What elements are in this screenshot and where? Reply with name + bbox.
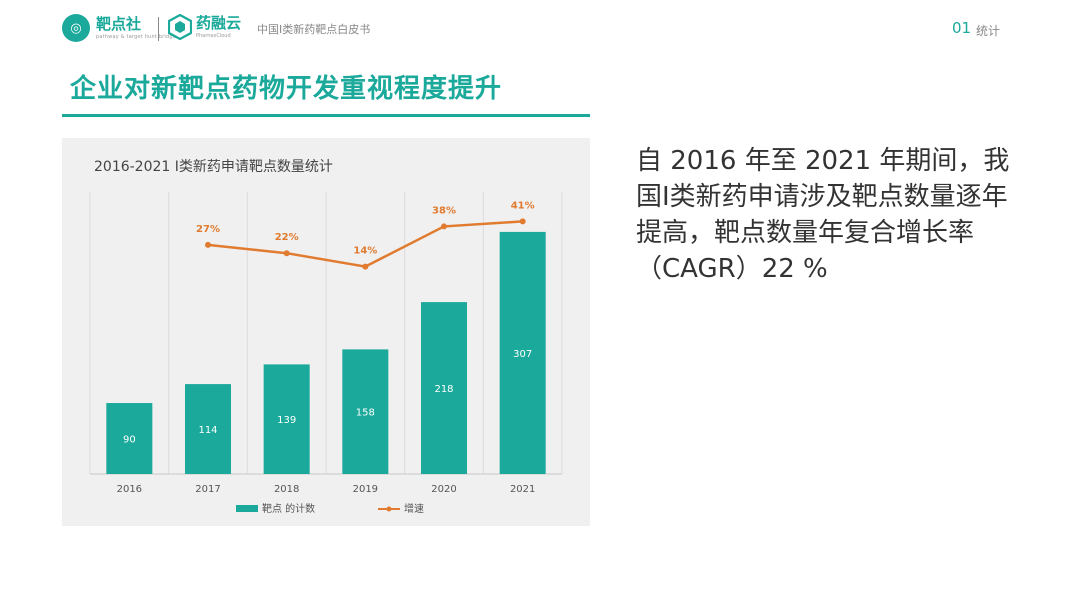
growth-rate-label: 14% [353, 246, 377, 257]
bar-2018 [263, 364, 310, 474]
hexagon-logo-icon [168, 14, 192, 40]
logo-subtitle: pathway & target hunt bridge [96, 33, 177, 40]
document-title: 中国Ⅰ类新药靶点白皮书 [257, 23, 371, 36]
x-tick-label: 2018 [274, 484, 299, 495]
growth-rate-line [207, 220, 523, 268]
combo-chart: 90 2016 114 2017 139 2018 158 2019 218 2020 307 202… [89, 192, 563, 515]
x-tick-label: 2019 [353, 484, 378, 495]
logo-pharnex[interactable]: 药融云 PharnexCloud [168, 14, 241, 40]
x-tick-label: 2021 [510, 484, 535, 495]
bar-2017 [185, 384, 231, 474]
growth-rate-point [362, 263, 369, 270]
bar-2021 [499, 231, 546, 474]
legend-label-bars: 靶点 的计数 [262, 502, 315, 515]
section-name: 统计 [976, 24, 1001, 38]
legend-swatch-bars [236, 505, 258, 512]
growth-rate-point [441, 223, 447, 230]
bar-value-label: 307 [513, 349, 532, 360]
growth-rate-label: 38% [432, 205, 456, 216]
x-tick-label: 2020 [431, 484, 456, 495]
chart-panel: 2016-2021 Ⅰ类新药申请靶点数量统计 90 2016 114 2017 139 2… [62, 138, 590, 526]
bar-value-label: 158 [356, 408, 375, 419]
growth-rate-point [283, 250, 290, 257]
growth-rate-label: 22% [275, 232, 299, 243]
x-tick-label: 2016 [117, 484, 142, 495]
bar-2020 [421, 302, 467, 474]
summary-text: 自 2016 年至 2021 年期间，我国Ⅰ类新药申请涉及靶点数量逐年提高，靶点… [636, 146, 1010, 284]
title-underline [62, 114, 590, 117]
bar-value-label: 218 [434, 384, 453, 395]
bar-value-label: 114 [198, 425, 217, 436]
growth-rate-label: 41% [511, 200, 535, 211]
logo-name: 药融云 [196, 13, 242, 32]
growth-rate-point [205, 241, 211, 248]
chart-title: 2016-2021 Ⅰ类新药申请靶点数量统计 [94, 159, 333, 175]
page-title: 企业对新靶点药物开发重视程度提升 [70, 74, 503, 104]
legend-label-line: 增速 [404, 502, 424, 515]
logo-name: 靶点社 [96, 14, 142, 33]
x-tick-label: 2017 [195, 484, 220, 495]
logo-subtitle: PharnexCloud [196, 32, 231, 39]
bar-value-label: 90 [123, 435, 136, 446]
legend-swatch-line-point [386, 506, 392, 512]
growth-rate-label: 27% [196, 224, 220, 235]
logo-divider [158, 17, 159, 41]
header-bar: ◎ 靶点社 pathway & target hunt bridge 药融云 P… [0, 0, 1080, 60]
bar-value-label: 139 [277, 415, 296, 426]
logo-bdse[interactable]: ◎ 靶点社 pathway & target hunt bridge [62, 14, 176, 42]
growth-rate-point [519, 218, 526, 225]
target-logo-icon: ◎ [62, 14, 90, 42]
bar-2016 [106, 403, 153, 474]
section-number: 01 [952, 19, 972, 37]
bar-2019 [342, 349, 389, 474]
